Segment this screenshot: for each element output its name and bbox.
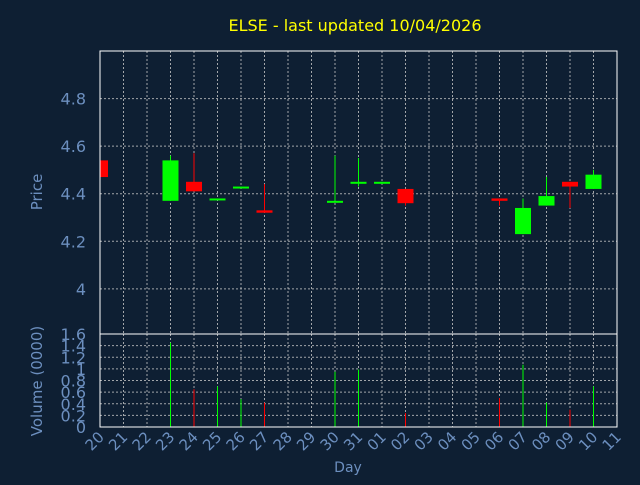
candle-body [350, 181, 367, 184]
x-tick-label: 21 [105, 428, 131, 454]
x-tick-label: 27 [246, 428, 272, 454]
candle [327, 155, 343, 203]
candle [538, 177, 555, 206]
x-tick-label: 07 [505, 428, 531, 454]
candle [515, 198, 531, 235]
candle-body [374, 181, 390, 184]
candle [209, 198, 226, 201]
volume-y-tick-label: 1.4 [61, 337, 86, 356]
volume-y-tick-label: 0.4 [61, 395, 86, 414]
volume-axis-label: Volume (0000) [28, 326, 46, 436]
candle [162, 155, 179, 201]
candle-body [327, 200, 343, 203]
candle-body [491, 198, 508, 201]
x-tick-label: 09 [552, 428, 578, 454]
x-tick-label: 05 [458, 428, 484, 454]
volume-y-tick-label: 0.6 [61, 383, 86, 402]
x-tick-label: 29 [293, 428, 319, 454]
price-y-tick-label: 4 [76, 280, 86, 299]
candle [491, 198, 508, 206]
candle [374, 181, 390, 185]
volume-y-ticks: 00.20.40.60.811.21.41.6 [61, 325, 86, 437]
volume-y-tick-label: 0.2 [61, 406, 86, 425]
volume-plot-frame [99, 333, 618, 428]
candle [350, 158, 367, 187]
candle-body [233, 186, 249, 189]
price-y-tick-label: 4.4 [61, 185, 86, 204]
x-tick-label: 28 [270, 428, 296, 454]
x-tick-label: 26 [223, 428, 249, 454]
candle [397, 188, 414, 206]
price-y-ticks: 4 4.2 4.4 4.6 4.8 [61, 90, 86, 299]
x-tick-label: 25 [199, 428, 225, 454]
x-tick-label: 04 [434, 428, 460, 454]
candle-body [397, 188, 414, 204]
price-axis-label: Price [28, 174, 46, 211]
x-tick-label: 22 [129, 428, 155, 454]
candle [256, 184, 273, 213]
candle-body [209, 198, 226, 201]
candle-body [100, 160, 108, 178]
x-tick-label: 23 [152, 428, 178, 454]
candle [585, 169, 602, 189]
candle [562, 181, 578, 208]
x-tick-label: 30 [317, 428, 343, 454]
x-tick-label: 06 [481, 428, 507, 454]
candlestick-series [99, 153, 602, 235]
chart-title: ELSE - last updated 10/04/2026 [228, 16, 481, 35]
x-tick-label: 03 [411, 428, 437, 454]
x-tick-label: 24 [176, 428, 202, 454]
x-tick-label: 10 [575, 428, 601, 454]
candle-body [162, 160, 179, 201]
x-tick-label: 01 [364, 428, 390, 454]
candle [186, 153, 202, 192]
price-y-tick-label: 4.8 [61, 90, 86, 109]
price-y-tick-label: 4.2 [61, 232, 86, 251]
price-y-tick-label: 4.6 [61, 137, 86, 156]
candle-body [538, 196, 555, 206]
volume-bars [170, 342, 594, 427]
x-tick-label: 31 [340, 428, 366, 454]
candle-body [256, 210, 273, 213]
candle-body [186, 181, 202, 192]
x-axis-label: Day [334, 460, 362, 476]
volume-y-tick-label: 0 [76, 418, 86, 437]
volume-y-tick-label: 0.8 [61, 372, 86, 391]
candle-body [562, 181, 578, 187]
candle-body [515, 207, 531, 235]
volume-y-tick-label: 1.6 [61, 325, 86, 344]
candle-body [585, 174, 602, 189]
volume-y-tick-label: 1.2 [61, 348, 86, 367]
x-tick-label: 02 [387, 428, 413, 454]
candle [233, 186, 249, 189]
x-tick-label: 11 [599, 428, 625, 454]
x-tick-label: 08 [528, 428, 554, 454]
volume-y-tick-label: 1 [76, 360, 86, 379]
x-axis-ticks: 2021222324252627282930310102030405060708… [82, 428, 625, 454]
candle [99, 160, 108, 178]
